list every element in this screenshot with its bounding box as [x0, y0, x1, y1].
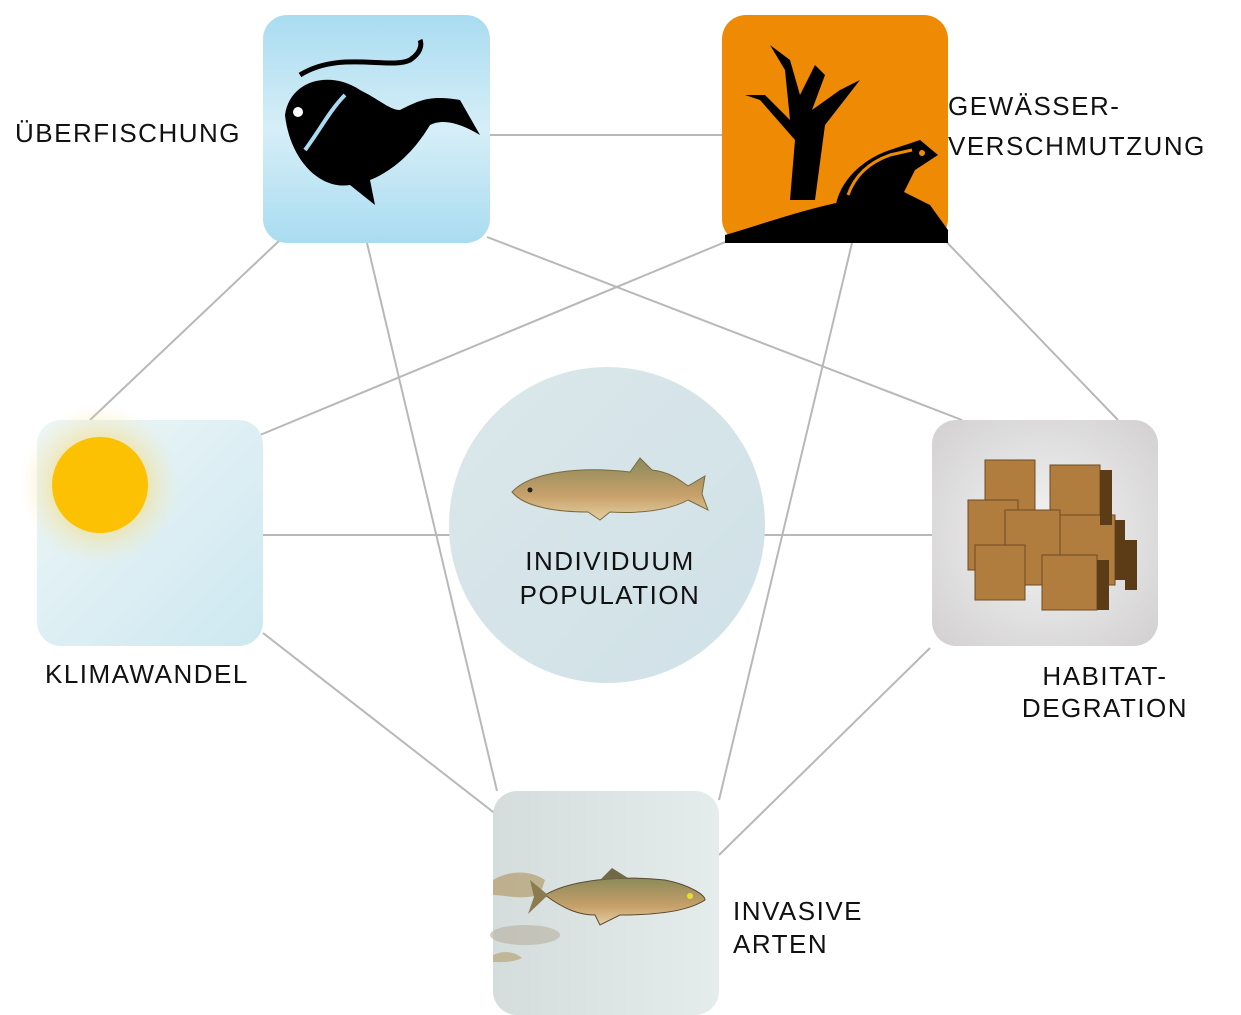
- node-invasive: INVASIVE ARTEN: [490, 791, 863, 1015]
- node-label: ÜBERFISCHUNG: [15, 118, 241, 148]
- node-label: GEWÄSSER-: [948, 91, 1120, 121]
- center-label: POPULATION: [520, 580, 701, 610]
- node-habitat: HABITAT- DEGRATION: [932, 420, 1188, 723]
- node-label: INVASIVE: [733, 896, 863, 926]
- node-label: HABITAT-: [1042, 661, 1167, 691]
- node-climate: KLIMAWANDEL: [20, 405, 263, 689]
- node-label: VERSCHMUTZUNG: [948, 131, 1206, 161]
- link: [90, 240, 280, 420]
- center-node: INDIVIDUUM POPULATION: [449, 367, 765, 683]
- node-label: KLIMAWANDEL: [45, 659, 249, 689]
- diagram: INDIVIDUUM POPULATION ÜBERFISCHUNG GEWÄS…: [0, 0, 1241, 1015]
- node-label: DEGRATION: [1022, 693, 1188, 723]
- center-circle: [449, 367, 765, 683]
- node-pollution: GEWÄSSER- VERSCHMUTZUNG: [722, 15, 1206, 243]
- node-overfishing: ÜBERFISCHUNG: [15, 15, 490, 243]
- node-label: ARTEN: [733, 929, 828, 959]
- center-label: INDIVIDUUM: [525, 546, 695, 576]
- link: [263, 633, 497, 815]
- link: [935, 230, 1118, 420]
- link: [719, 648, 930, 855]
